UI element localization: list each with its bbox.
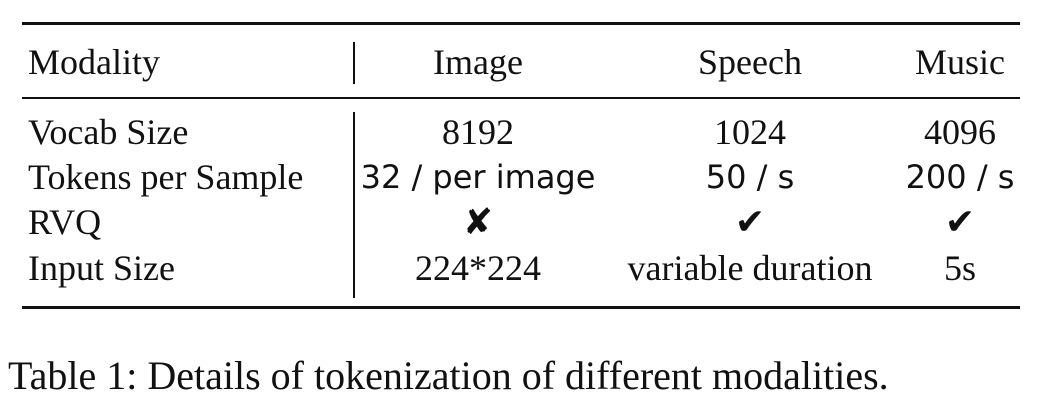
table-cell: 224*224: [415, 248, 541, 288]
table-cell: 8192: [442, 112, 514, 152]
column-header: Music: [915, 42, 1005, 82]
column-header: Image: [433, 42, 523, 82]
table-cell: 32 / per image: [360, 158, 596, 196]
table-cell: 200 / s: [905, 158, 1015, 196]
column-header: Speech: [698, 42, 802, 82]
table-cell: ✔: [944, 202, 976, 242]
table-cell: Input Size: [28, 248, 175, 288]
column-header: Modality: [28, 42, 160, 82]
column-divider: [353, 112, 355, 298]
table-cell: variable duration: [627, 248, 873, 288]
bottom-rule: [22, 306, 1020, 309]
table-cell: ✘: [462, 202, 494, 242]
table-cell: ✔: [734, 202, 766, 242]
table-cell: Vocab Size: [28, 112, 189, 152]
table-caption: Table 1: Details of tokenization of diff…: [8, 353, 889, 398]
top-rule: [22, 22, 1020, 25]
table-cell: 5s: [943, 248, 977, 288]
table-cell: 50 / s: [705, 158, 795, 196]
table-cell: Tokens per Sample: [28, 157, 304, 197]
table-cell: RVQ: [28, 202, 102, 242]
table-cell: 4096: [924, 112, 996, 152]
column-divider: [353, 42, 355, 84]
mid-rule: [22, 97, 1020, 99]
table-cell: 1024: [714, 112, 786, 152]
